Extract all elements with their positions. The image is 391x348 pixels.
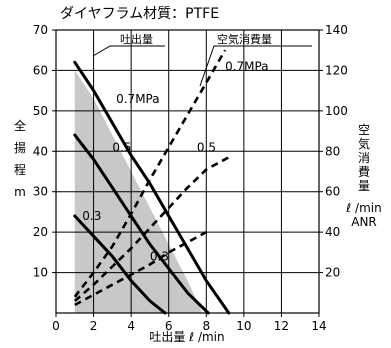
y-left-axis-ticks: 10 20 30 40 50 60 70	[33, 23, 56, 280]
x-tick-label: 10	[236, 319, 251, 333]
y-left-tick-label: 30	[33, 185, 48, 199]
plot-frame	[55, 29, 320, 314]
x-axis-ticks: 0 2 4 6 8 10 12 14	[52, 313, 327, 333]
x-tick-label: 6	[165, 319, 173, 333]
chart-title: ダイヤフラム材質：PTFE	[60, 6, 219, 22]
y-right-tick-label: 60	[325, 185, 340, 199]
y-left-label-char: 全	[14, 118, 26, 133]
x-tick-label: 2	[90, 319, 98, 333]
series	[73, 49, 231, 315]
x-tick-label: 4	[127, 319, 135, 333]
y-left-label-char: 揚	[14, 141, 26, 155]
y-right-label-char: 気	[358, 136, 370, 151]
y-left-tick-label: 20	[33, 225, 48, 239]
y-left-label-char: 程	[14, 162, 26, 177]
grid	[56, 30, 319, 313]
series-line-head	[73, 133, 210, 315]
x-axis-label: 吐出量 ℓ /min	[149, 330, 224, 344]
y-right-tick-label: 140	[325, 23, 348, 37]
series-annotation: 0.3	[82, 209, 101, 223]
y-right-label-char: 消	[358, 151, 370, 165]
y-right-tick-label: 20	[325, 266, 340, 280]
y-left-tick-label: 60	[33, 63, 48, 77]
y-left-tick-label: 70	[33, 23, 48, 37]
series-line-head	[73, 214, 167, 315]
legend-head: 吐出量	[92, 32, 165, 57]
legend-air-leader	[199, 45, 312, 87]
y-right-tick-label: 100	[325, 104, 348, 118]
legend-head-label: 吐出量	[120, 32, 153, 46]
x-tick-label: 14	[311, 319, 326, 333]
y-left-tick-label: 10	[33, 266, 48, 280]
legend-air: 空気消費量	[199, 32, 312, 87]
x-tick-label: 8	[202, 319, 210, 333]
y-right-tick-label: 120	[325, 63, 348, 77]
y-left-tick-label: 50	[33, 104, 48, 118]
series-annotation: 0.5	[112, 140, 131, 154]
y-left-label-char: m	[14, 185, 26, 199]
series-annotation: 0.7MPa	[116, 92, 160, 106]
y-right-label-char: 空	[358, 123, 370, 137]
y-right-label-char: 量	[358, 179, 370, 193]
x-tick-label: 12	[274, 319, 289, 333]
annotations: 0.7MPa 0.5 0.5 0.3 0.3 0.7MPa	[82, 59, 268, 263]
y-right-tick-label: 40	[325, 225, 340, 239]
x-tick-label: 0	[52, 319, 60, 333]
y-right-tick-label: 80	[325, 144, 340, 158]
y-right-unit-line: ANR	[351, 215, 377, 229]
series-annotation: 0.7MPa	[225, 59, 268, 73]
y-left-tick-label: 40	[33, 144, 48, 158]
series-annotation: 0.3	[150, 249, 169, 263]
y-right-unit-line: ℓ /min	[345, 201, 381, 215]
series-line-head	[73, 60, 231, 315]
series-line-air	[74, 230, 207, 307]
series-annotation: 0.5	[197, 140, 216, 154]
y-right-axis-label: 空気消費量	[358, 123, 370, 193]
legend-head-leader	[92, 45, 165, 57]
legend-air-label: 空気消費量	[217, 32, 272, 46]
y-right-axis-ticks: 20 40 60 80 100 120 140	[319, 23, 348, 280]
y-right-label-char: 費	[358, 164, 370, 179]
series-line-air	[73, 49, 227, 298]
